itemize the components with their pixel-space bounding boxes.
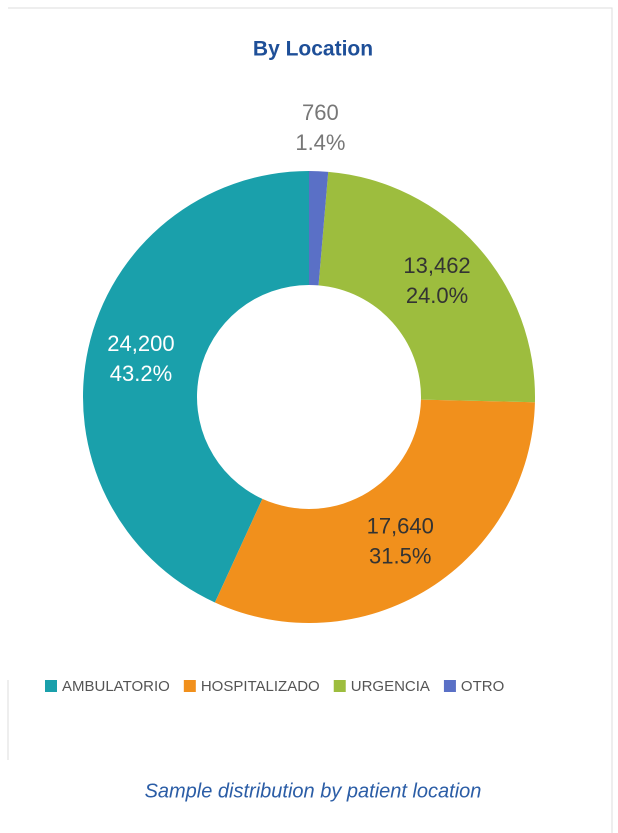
legend-label: AMBULATORIO bbox=[62, 678, 170, 695]
legend-swatch bbox=[183, 680, 196, 692]
caption: Sample distribution by patient location bbox=[145, 780, 482, 802]
legend-label: OTRO bbox=[461, 678, 504, 695]
percent-label: 1.4% bbox=[295, 130, 345, 155]
legend-swatch bbox=[443, 680, 456, 692]
data-label: 17,640 bbox=[367, 514, 434, 539]
chart-title: By Location bbox=[253, 38, 373, 61]
legend-label: HOSPITALIZADO bbox=[201, 678, 320, 695]
card-border bbox=[8, 7, 613, 833]
donut-slice bbox=[318, 171, 535, 403]
data-label: 24,200 bbox=[107, 331, 174, 356]
legend-swatch bbox=[333, 680, 346, 692]
percent-label: 24.0% bbox=[406, 283, 468, 308]
donut-slice bbox=[83, 171, 309, 603]
legend-swatch bbox=[45, 680, 57, 692]
data-label: 760 bbox=[302, 100, 339, 125]
percent-label: 43.2% bbox=[110, 361, 172, 386]
donut-slice bbox=[214, 399, 535, 623]
legend-label: URGENCIA bbox=[351, 678, 430, 695]
donut-slice bbox=[309, 171, 329, 286]
percent-label: 31.5% bbox=[369, 544, 431, 569]
data-label: 13,462 bbox=[403, 253, 470, 278]
